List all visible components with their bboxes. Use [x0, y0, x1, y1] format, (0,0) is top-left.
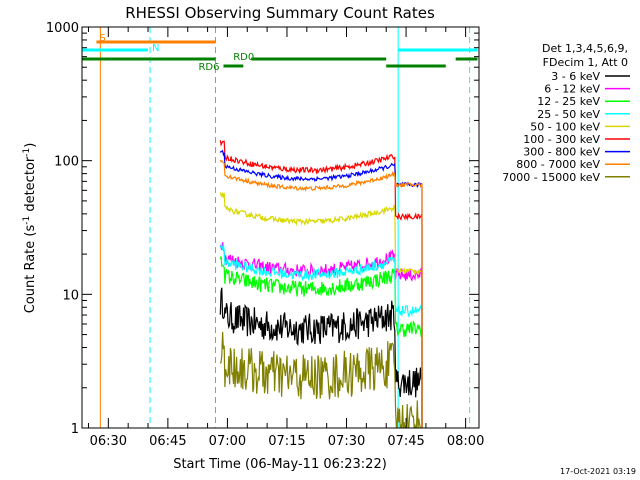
- x-axis-label: Start Time (06-May-11 06:23:22): [173, 457, 387, 472]
- series-line-4: [219, 192, 423, 428]
- plot-area: [99, 27, 471, 428]
- legend-header-line-1: Det 1,3,4,5,6,9,: [542, 42, 628, 55]
- legend-label-4: 50 - 100 keV: [530, 120, 600, 133]
- x-tick-label-1: 06:45: [149, 434, 186, 449]
- series-line-2: [219, 256, 423, 428]
- chart-title: RHESSI Observing Summary Count Rates: [125, 4, 435, 22]
- x-tick-label-5: 07:45: [387, 434, 424, 449]
- series-line-5: [219, 140, 423, 428]
- rd0-flag-label: RD0: [233, 52, 254, 63]
- y-tick-label-2: 100: [54, 155, 79, 170]
- saa-flag-label: S: [99, 33, 105, 44]
- x-tick-label-4: 07:30: [328, 434, 365, 449]
- series-line-6: [219, 149, 423, 428]
- legend-label-6: 300 - 800 keV: [523, 146, 600, 159]
- legend: Det 1,3,4,5,6,9, FDecim 1, Att 0 3 - 6 k…: [502, 42, 630, 184]
- x-tick-label-3: 07:15: [268, 434, 305, 449]
- legend-label-2: 12 - 25 keV: [537, 95, 600, 108]
- y-tick-label-0: 1: [71, 422, 79, 437]
- legend-label-7: 800 - 7000 keV: [516, 158, 600, 171]
- x-tick-label-0: 06:30: [90, 434, 127, 449]
- night-flag-label: N: [152, 43, 159, 54]
- y-axis-label: Count Rate (s-1 detector-1): [22, 143, 38, 314]
- axes: 1 10 100 1000 06:30 06:45 07:00 07:15 07:30 07:45…: [46, 21, 484, 449]
- legend-label-5: 100 - 300 keV: [523, 133, 600, 146]
- series-line-3: [219, 243, 423, 428]
- legend-label-3: 25 - 50 keV: [537, 108, 600, 121]
- legend-label-8: 7000 - 15000 keV: [502, 171, 600, 184]
- rd6-flag-label: RD6: [198, 62, 219, 73]
- y-tick-label-1: 10: [62, 288, 79, 303]
- series-line-7: [219, 159, 423, 428]
- legend-label-1: 6 - 12 keV: [544, 83, 600, 96]
- plot-frame: [81, 26, 480, 429]
- series-line-1: [219, 242, 423, 428]
- timestamp: 17-Oct-2021 03:19: [560, 467, 636, 476]
- legend-label-0: 3 - 6 keV: [551, 70, 600, 83]
- flag-bars: S N RD0 RD6: [82, 33, 478, 73]
- legend-header-line-2: FDecim 1, Att 0: [543, 56, 628, 69]
- x-tick-label-2: 07:00: [209, 434, 246, 449]
- x-tick-label-6: 08:00: [447, 434, 484, 449]
- y-tick-label-3: 1000: [46, 21, 79, 36]
- series-line-8: [219, 331, 422, 428]
- series-line-0: [219, 287, 423, 428]
